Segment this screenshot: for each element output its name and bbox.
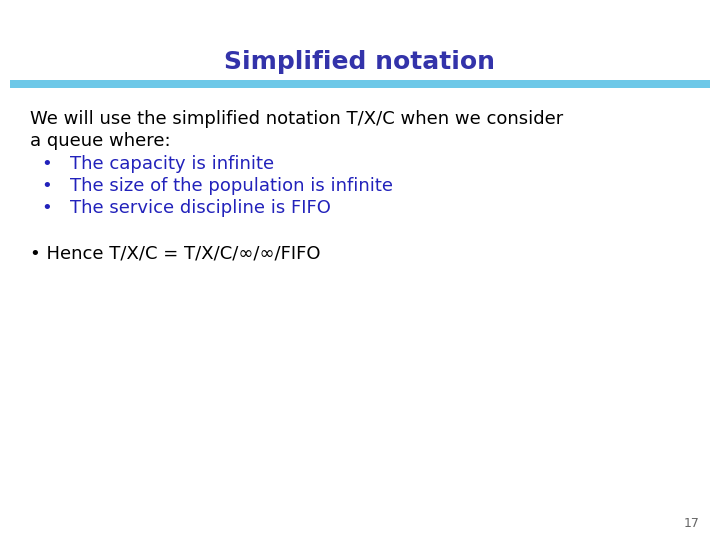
Text: 17: 17	[684, 517, 700, 530]
Text: a queue where:: a queue where:	[30, 132, 171, 150]
Text: • Hence T/X/C = T/X/C/∞/∞/FIFO: • Hence T/X/C = T/X/C/∞/∞/FIFO	[30, 245, 320, 263]
Bar	[10, 80, 710, 88]
Text: Simplified notation: Simplified notation	[225, 50, 495, 74]
Text: •   The service discipline is FIFO: • The service discipline is FIFO	[42, 199, 331, 217]
Text: We will use the simplified notation T/X/C when we consider: We will use the simplified notation T/X/…	[30, 110, 563, 128]
Text: •   The size of the population is infinite: • The size of the population is infinite	[42, 177, 393, 195]
Text: •   The capacity is infinite: • The capacity is infinite	[42, 155, 274, 173]
